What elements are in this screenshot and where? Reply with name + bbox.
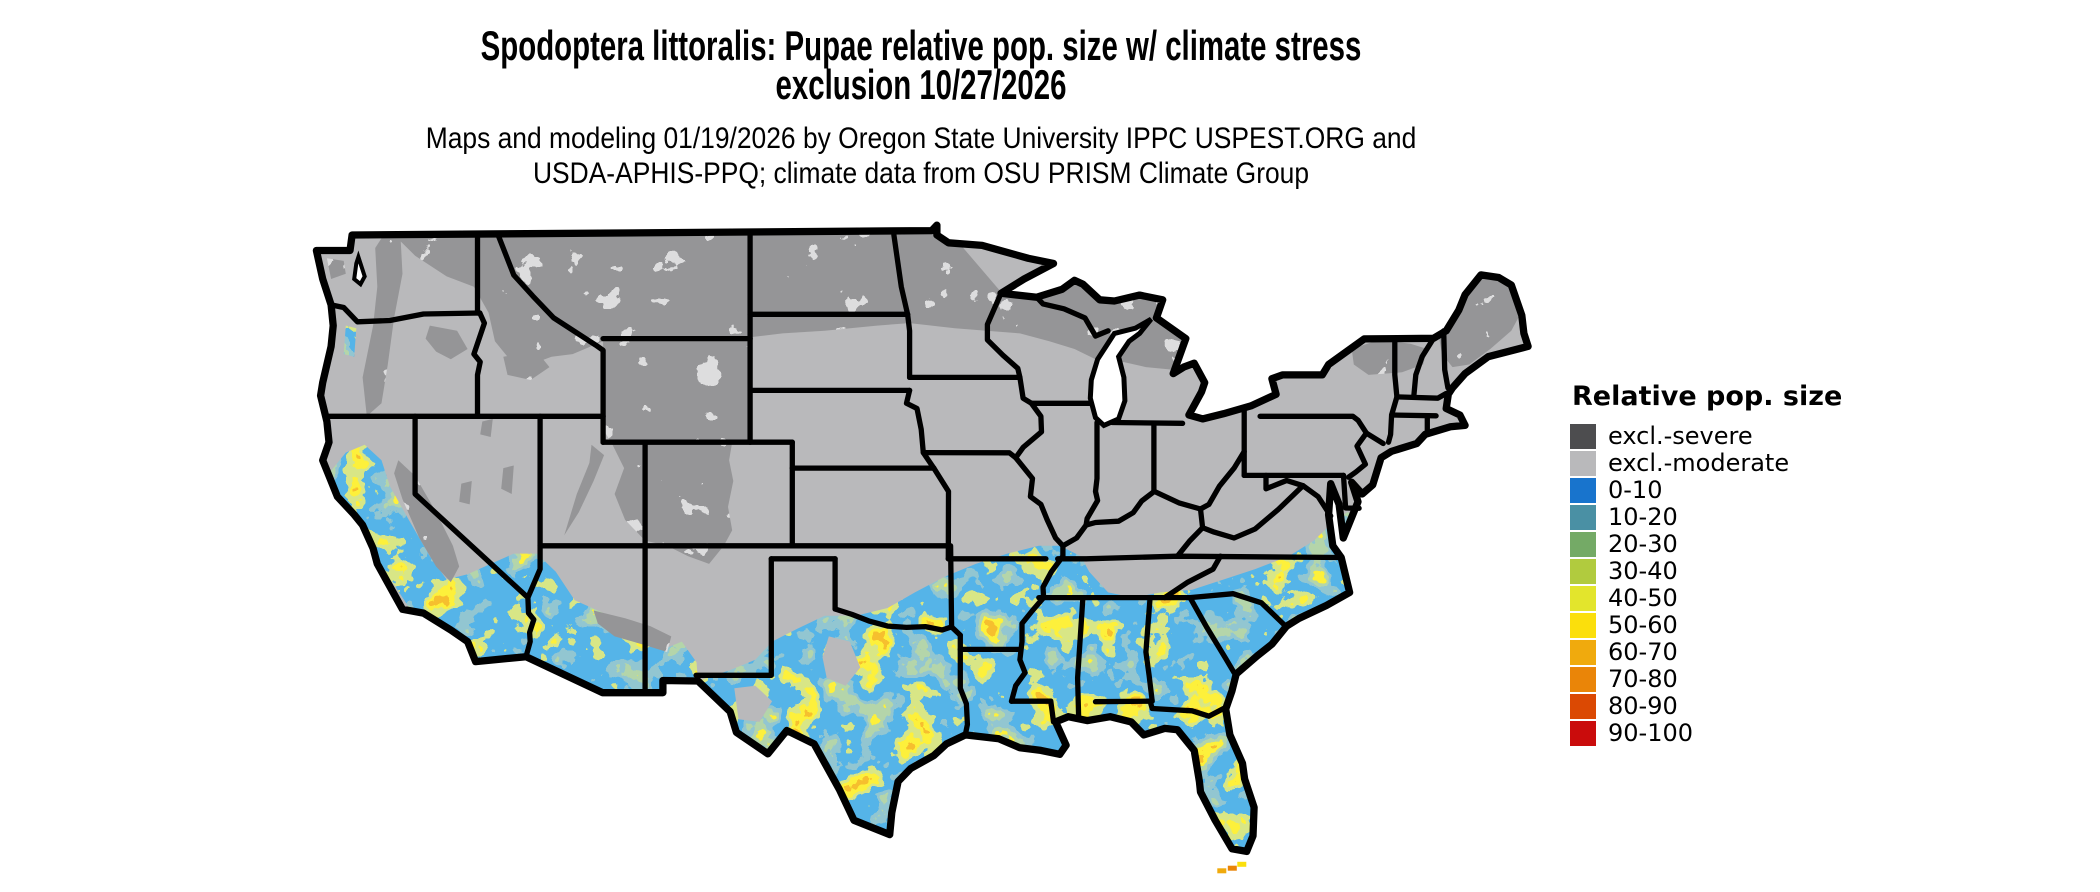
legend-label: 30-40 <box>1608 557 1678 585</box>
state-border <box>1197 506 1206 531</box>
state-border <box>412 413 537 660</box>
map-title: Spodoptera littoralis: Pupae relative po… <box>0 22 1842 108</box>
legend-swatch <box>1570 721 1596 746</box>
legend-swatch <box>1570 505 1596 530</box>
state-border <box>1257 413 1370 436</box>
moderate-exclusion-islands <box>734 636 861 722</box>
legend-label: 10-20 <box>1608 503 1678 531</box>
legend-item: 10-20 <box>1570 505 1890 530</box>
state-border <box>525 413 543 601</box>
legend-swatch <box>1570 667 1596 692</box>
legend-swatch <box>1570 613 1596 638</box>
legend-title: Relative pop. size <box>1572 381 1843 412</box>
legend-swatch <box>1570 694 1596 719</box>
state-border <box>1345 430 1370 480</box>
state-border <box>1008 698 1057 725</box>
subtitle-line-1: Maps and modeling 01/19/2026 by Oregon S… <box>425 122 1417 155</box>
title-line-1: Spodoptera littoralis: Pupae relative po… <box>480 22 1362 69</box>
state-border <box>1363 430 1386 447</box>
state-border <box>1174 525 1206 559</box>
legend-swatch <box>1570 559 1596 584</box>
legend-swatch <box>1570 586 1596 611</box>
title-line-2: exclusion 10/27/2026 <box>775 61 1067 108</box>
state-border <box>1263 472 1334 519</box>
state-border <box>1074 594 1086 722</box>
legend-item: 70-80 <box>1570 667 1890 692</box>
state-border <box>495 232 606 445</box>
legend-swatch <box>1570 532 1596 557</box>
state-border <box>1162 553 1224 601</box>
puget-sound <box>352 250 367 288</box>
state-border <box>891 232 911 317</box>
legend-item: excl.-moderate <box>1570 451 1890 476</box>
legend-item: 40-50 <box>1570 586 1890 611</box>
florida-keys <box>1217 861 1247 874</box>
state-border <box>471 310 488 419</box>
state-border <box>931 465 952 562</box>
us-map <box>300 210 1550 880</box>
us-choropleth-map <box>312 221 1532 874</box>
legend-label: 70-80 <box>1608 665 1678 693</box>
legend-item: 80-90 <box>1570 694 1890 719</box>
legend-item: excl.-severe <box>1570 424 1890 449</box>
state-border <box>947 543 955 630</box>
legend-item: 90-100 <box>1570 721 1890 746</box>
state-border <box>1199 483 1306 541</box>
state-border <box>1083 419 1101 528</box>
state-border <box>904 311 913 381</box>
legend-item: 0-10 <box>1570 478 1890 503</box>
state-border <box>1055 553 1344 562</box>
legend: Relative pop. size excl.-severe excl.-mo… <box>1570 381 1890 748</box>
state-border <box>1441 328 1451 391</box>
subtitle-line-2: USDA-APHIS-PPQ; climate data from OSU PR… <box>532 157 1310 190</box>
state-border <box>1092 698 1227 719</box>
legend-label: excl.-severe <box>1608 422 1753 450</box>
legend-label: 80-90 <box>1608 692 1678 720</box>
legend-label: 60-70 <box>1608 638 1678 666</box>
legend-label: 0-10 <box>1608 476 1663 504</box>
legend-label: 20-30 <box>1608 530 1678 558</box>
state-border <box>1394 390 1449 401</box>
legend-swatch <box>1570 640 1596 665</box>
state-border <box>1385 335 1400 445</box>
legend-item: 50-60 <box>1570 613 1890 638</box>
state-border <box>1187 594 1237 676</box>
legend-swatch <box>1570 478 1596 503</box>
legend-label: 50-60 <box>1608 611 1678 639</box>
legend-label: excl.-moderate <box>1608 449 1790 477</box>
state-border <box>1034 294 1111 339</box>
legend-swatch <box>1570 424 1596 449</box>
state-border <box>328 302 483 325</box>
map-subtitle: Maps and modeling 01/19/2026 by Oregon S… <box>0 121 1842 191</box>
state-borders <box>324 232 1451 738</box>
legend-label: 90-100 <box>1608 719 1694 747</box>
legend-item: 60-70 <box>1570 640 1890 665</box>
state-border <box>957 632 971 738</box>
florida-key <box>1217 868 1227 874</box>
state-border <box>832 606 963 638</box>
moderate-island <box>734 685 773 722</box>
legend-swatch <box>1570 451 1596 476</box>
state-border <box>984 290 1066 704</box>
us-outline <box>312 221 1532 856</box>
lake-michigan <box>1087 317 1154 429</box>
legend-label: 40-50 <box>1608 584 1678 612</box>
legend-item: 20-30 <box>1570 532 1890 557</box>
legend-item: 30-40 <box>1570 559 1890 584</box>
state-border <box>1187 591 1289 629</box>
state-border <box>920 449 1019 461</box>
florida-key <box>1237 861 1247 867</box>
moderate-island <box>822 636 861 686</box>
state-border <box>1060 448 1247 549</box>
state-border <box>693 556 774 678</box>
state-border <box>1109 419 1186 426</box>
state-border <box>1143 594 1155 704</box>
florida-key <box>1227 865 1237 871</box>
state-border <box>1411 335 1437 401</box>
